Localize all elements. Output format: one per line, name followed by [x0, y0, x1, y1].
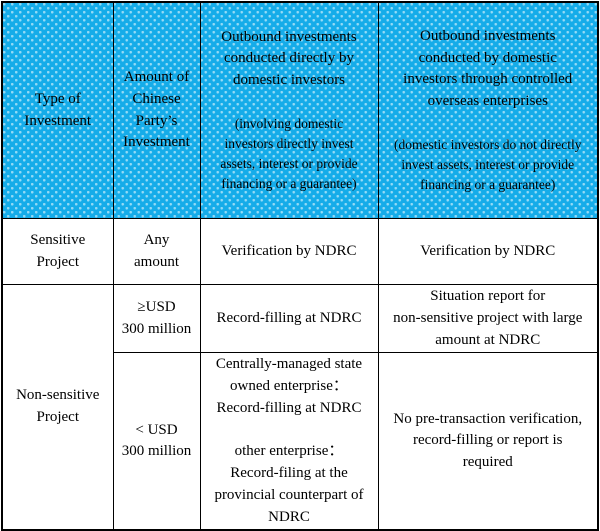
header-cell-amount-of-investment: Amount of Chinese Party’s Investment: [112, 1, 201, 219]
row-sensitive-project: Sensitive Project Any amount Verificatio…: [1, 218, 599, 285]
header-cell-type-of-investment: Type of Investment: [1, 1, 114, 219]
header-controlled-subtitle: (domestic investors do not directly inve…: [394, 136, 582, 193]
header-row: Type of Investment Amount of Chinese Par…: [1, 1, 599, 219]
row-nonsensitive-large-amount: Non-sensitive Project ≥USD 300 million R…: [1, 283, 599, 531]
cell-small-amount: < USD 300 million: [112, 352, 201, 531]
header-cell-controlled-investments: Outbound investments conducted by domest…: [377, 1, 599, 219]
cell-large-controlled: Situation report for non-sensitive proje…: [377, 283, 599, 354]
cell-sensitive-direct: Verification by NDRC: [199, 218, 379, 285]
cell-small-direct: Centrally-managed state owned enterprise…: [199, 352, 379, 531]
header-cell-direct-investments: Outbound investments conducted directly …: [199, 1, 379, 219]
cell-nonsensitive-project-label: Non-sensitive Project: [1, 284, 114, 531]
header-direct-title: Outbound investments conducted directly …: [221, 28, 357, 89]
header-direct-subtitle: (involving domestic investors directly i…: [220, 115, 358, 192]
cell-sensitive-project-label: Sensitive Project: [1, 218, 114, 285]
header-controlled-title: Outbound investments conducted by domest…: [403, 27, 573, 109]
cell-large-direct: Record-filling at NDRC: [199, 283, 379, 354]
cell-large-amount: ≥USD 300 million: [112, 283, 201, 354]
cell-small-controlled: No pre-transaction verification, record-…: [377, 352, 599, 531]
cell-sensitive-amount: Any amount: [112, 218, 201, 285]
cell-sensitive-controlled: Verification by NDRC: [377, 218, 599, 285]
